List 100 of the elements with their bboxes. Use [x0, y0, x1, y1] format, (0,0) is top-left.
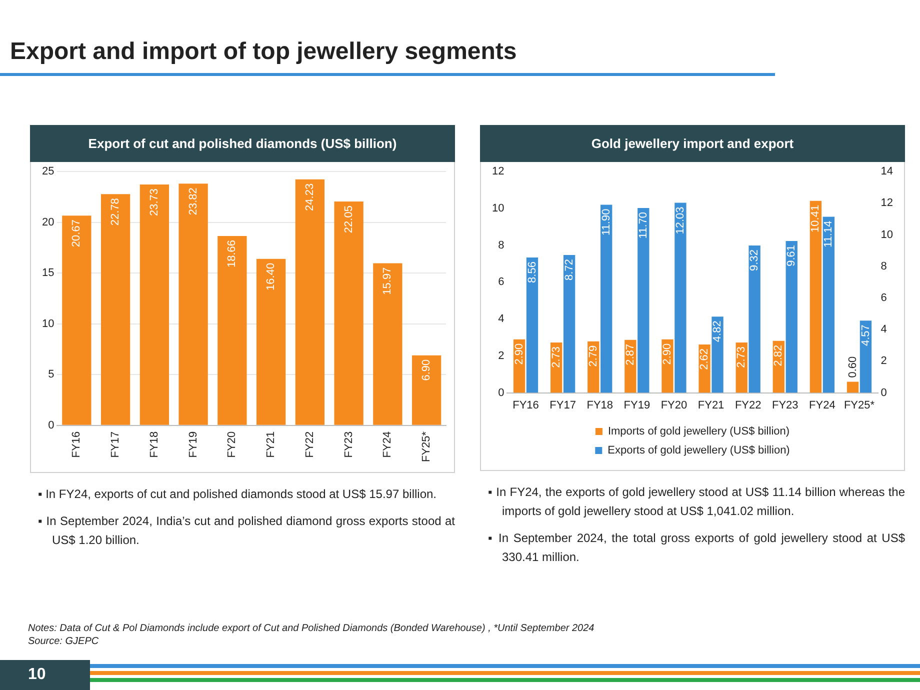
bar: [256, 258, 286, 425]
x-tick-label: FY17: [110, 431, 122, 458]
y2-tick-label: 12: [880, 197, 894, 210]
x-tick-label: FY23: [772, 399, 798, 412]
data-label: 0.60: [846, 356, 859, 378]
data-label: 11.90: [600, 208, 612, 236]
data-label: 11.70: [637, 212, 650, 239]
bar: [178, 184, 208, 425]
text: Export and import of top jewellery segments: [10, 38, 517, 66]
x-tick-label: FY18: [148, 431, 160, 458]
data-label: 22.05: [342, 206, 355, 234]
bar: [62, 216, 92, 425]
legend-label: Exports of gold jewellery (US$ billion): [608, 444, 790, 457]
x-tick-label: FY25*: [844, 399, 876, 412]
data-label: 4.82: [712, 320, 724, 342]
text: Notes: Data of Cut & Pol Diamonds include export of Cut and Polished Diamonds (Bonded Warehouse) , *Until September 2024: [28, 622, 594, 635]
y2-tick-label: 0: [880, 386, 887, 399]
x-tick-label: FY25*: [420, 430, 433, 462]
bar: [100, 194, 130, 425]
bar: [334, 202, 364, 425]
data-label: 9.32: [748, 250, 761, 271]
y-tick-label: 12: [492, 166, 504, 178]
x-tick-label: FY24: [809, 399, 836, 412]
text: ▪ In FY24, exports of cut and polished diamonds stood at US$ 15.97 billion.: [38, 486, 438, 503]
x-tick-label: FY18: [586, 399, 614, 412]
y2-tick-label: 6: [880, 292, 887, 304]
y-tick-label: 10: [492, 202, 504, 214]
y-tick-label: 4: [498, 313, 504, 326]
bar: [526, 258, 538, 393]
bar: [412, 355, 442, 425]
bar: [600, 204, 612, 393]
y2-tick-label: 4: [880, 324, 887, 336]
x-tick-label: FY17: [550, 399, 576, 412]
bar: [786, 240, 798, 393]
y-tick-label: 25: [42, 166, 54, 178]
x-tick-label: FY19: [624, 399, 650, 412]
text: ▪ In FY24, the exports of gold jewellery stood at US$ 11.14 billion whereas the imports of gold jewellery stood at US$ 1,041.02 million.: [488, 484, 905, 520]
x-tick-label: FY20: [660, 399, 688, 412]
data-label: 8.56: [526, 262, 538, 283]
data-label: 23.82: [187, 188, 200, 216]
data-label: 2.79: [587, 345, 600, 367]
bar: [218, 236, 247, 425]
bar: [638, 208, 650, 393]
data-label: 12.03: [674, 206, 686, 234]
data-label: 11.14: [822, 220, 835, 248]
y-tick-label: 0: [498, 386, 504, 399]
legend-label: Imports of gold jewellery (US$ billion): [608, 426, 790, 438]
data-label: 2.82: [772, 344, 785, 366]
bar: [295, 179, 325, 425]
data-label: 24.23: [304, 183, 316, 211]
x-tick-label: FY21: [698, 399, 724, 412]
x-tick-label: FY16: [70, 431, 83, 458]
data-label: 15.97: [382, 267, 394, 295]
data-label: 2.73: [550, 346, 562, 368]
y-tick-label: 15: [42, 267, 54, 280]
text: ▪ In September 2024, the total gross exports of gold jewellery stood at US$ 330.41 million.: [488, 530, 905, 566]
source-note: Source: GJEPC: [28, 635, 100, 648]
data-label: 16.40: [265, 262, 278, 290]
x-tick-label: FY22: [304, 431, 316, 458]
y-tick-label: 10: [42, 318, 54, 330]
y-tick-label: 6: [498, 276, 504, 288]
y-tick-label: 8: [498, 239, 504, 252]
chart-title: Export of cut and polished diamonds (US$ billion): [30, 125, 455, 162]
bar: [140, 184, 170, 425]
x-tick-label: FY24: [382, 431, 394, 458]
y-tick-label: 20: [42, 216, 54, 228]
x-tick-label: FY19: [187, 431, 200, 458]
data-label: 4.57: [860, 324, 872, 346]
data-label: 9.61: [786, 244, 798, 266]
data-label: 8.72: [563, 259, 576, 280]
y2-tick-label: 14: [880, 166, 894, 178]
y-tick-label: 2: [498, 350, 504, 362]
x-tick-label: FY22: [734, 399, 762, 412]
data-label: 18.66: [226, 240, 238, 268]
y2-tick-label: 10: [880, 228, 894, 241]
data-label: 10.41: [810, 204, 822, 232]
data-label: 22.78: [110, 198, 122, 226]
bar: [846, 382, 859, 393]
data-label: 2.87: [624, 344, 636, 366]
data-label: 2.90: [662, 343, 674, 365]
data-label: 2.62: [698, 348, 711, 370]
bar: [674, 202, 686, 393]
x-tick-label: FY23: [342, 431, 355, 458]
x-tick-label: FY20: [226, 431, 238, 458]
bar: [373, 263, 402, 425]
bar: [860, 320, 872, 393]
data-label: 2.73: [736, 346, 748, 368]
text: ▪ In September 2024, India’s cut and polished diamond gross exports stood at US$ 1.20 billion.: [38, 513, 455, 549]
x-tick-label: FY16: [512, 399, 539, 412]
data-label: 23.73: [148, 188, 160, 216]
y2-tick-label: 8: [880, 260, 887, 272]
y-tick-label: 5: [48, 368, 54, 381]
y2-tick-label: 2: [880, 355, 887, 368]
bar: [748, 246, 760, 393]
bar: [624, 340, 636, 393]
y-tick-label: 0: [48, 419, 54, 432]
data-label: 6.90: [420, 359, 433, 381]
data-label: 2.90: [513, 343, 526, 365]
chart-title: Gold jewellery import and export: [480, 125, 905, 162]
x-tick-label: FY21: [265, 431, 278, 458]
